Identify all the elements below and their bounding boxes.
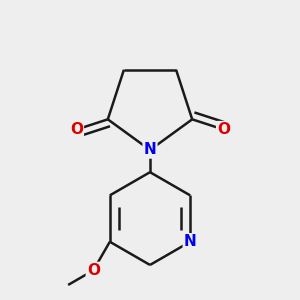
Text: N: N <box>184 234 197 249</box>
Text: O: O <box>70 122 83 137</box>
Text: N: N <box>144 142 156 158</box>
Text: O: O <box>87 263 100 278</box>
Text: O: O <box>217 122 230 137</box>
